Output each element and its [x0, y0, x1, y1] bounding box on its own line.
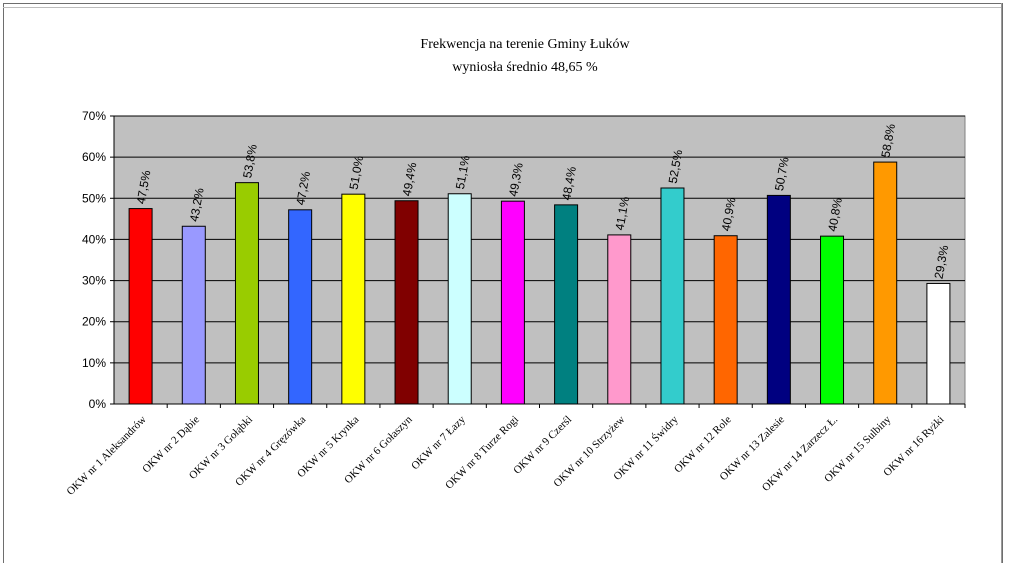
data-label: 29,3%: [932, 244, 952, 280]
y-tick-label: 60%: [82, 150, 106, 164]
category-label: OKW nr 7 Łazy: [409, 413, 468, 472]
y-tick-label: 20%: [82, 315, 106, 329]
data-label: 49,4%: [400, 161, 420, 197]
bar: [820, 235, 845, 405]
data-label: 53,8%: [240, 143, 260, 179]
data-label: 49,3%: [506, 161, 526, 197]
bar: [341, 193, 366, 405]
bar: [447, 193, 472, 405]
data-label: 51,0%: [347, 154, 367, 190]
bar: [554, 204, 579, 405]
y-tick-label: 50%: [82, 191, 106, 205]
chart-subtitle: wyniosła średnio 48,65 %: [452, 60, 598, 75]
data-label: 50,7%: [772, 156, 792, 192]
data-label: 47,2%: [293, 170, 313, 206]
y-tick-label: 10%: [82, 356, 106, 370]
bar: [873, 161, 898, 405]
bar: [234, 182, 259, 405]
data-label: 48,4%: [559, 165, 579, 201]
bar: [926, 282, 951, 405]
bar: [713, 235, 738, 405]
category-label: OKW nr 1 Aleksandrów: [65, 414, 149, 498]
category-label: OKW nr 2 Dąbie: [140, 414, 202, 476]
category-label: OKW nr 12 Role: [672, 414, 734, 476]
frame-line: [3, 7, 1001, 8]
bar: [660, 187, 685, 405]
y-tick-label: 70%: [82, 109, 106, 123]
bar: [181, 225, 206, 405]
y-tick-label: 40%: [82, 232, 106, 246]
data-label: 52,5%: [666, 148, 686, 184]
bar: [288, 209, 313, 405]
data-label: 47,5%: [134, 169, 154, 205]
y-tick-label: 30%: [82, 274, 106, 288]
y-tick-label: 0%: [89, 397, 107, 411]
data-label: 43,2%: [187, 187, 207, 223]
bar: [394, 200, 419, 405]
frame-edge: [1001, 3, 1002, 563]
data-label: 58,8%: [878, 122, 898, 158]
plot-area: 0% 10% 20% 30% 40% 50% 60% 70% 47,5% OKW nr 1 Ale…: [65, 109, 966, 498]
data-label: 41,1%: [612, 195, 632, 231]
bar: [766, 194, 791, 405]
bar: [128, 208, 153, 405]
data-label: 51,1%: [453, 154, 473, 190]
bar: [607, 234, 632, 405]
bar: [500, 200, 525, 405]
data-label: 40,8%: [825, 196, 845, 232]
data-label: 40,9%: [719, 196, 739, 232]
chart-title: Frekwencja na terenie Gminy Łuków: [420, 37, 630, 52]
